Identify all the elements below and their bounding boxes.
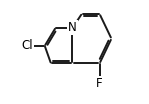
Text: N: N [68, 21, 77, 34]
Text: Cl: Cl [21, 39, 33, 52]
Text: F: F [96, 77, 103, 90]
